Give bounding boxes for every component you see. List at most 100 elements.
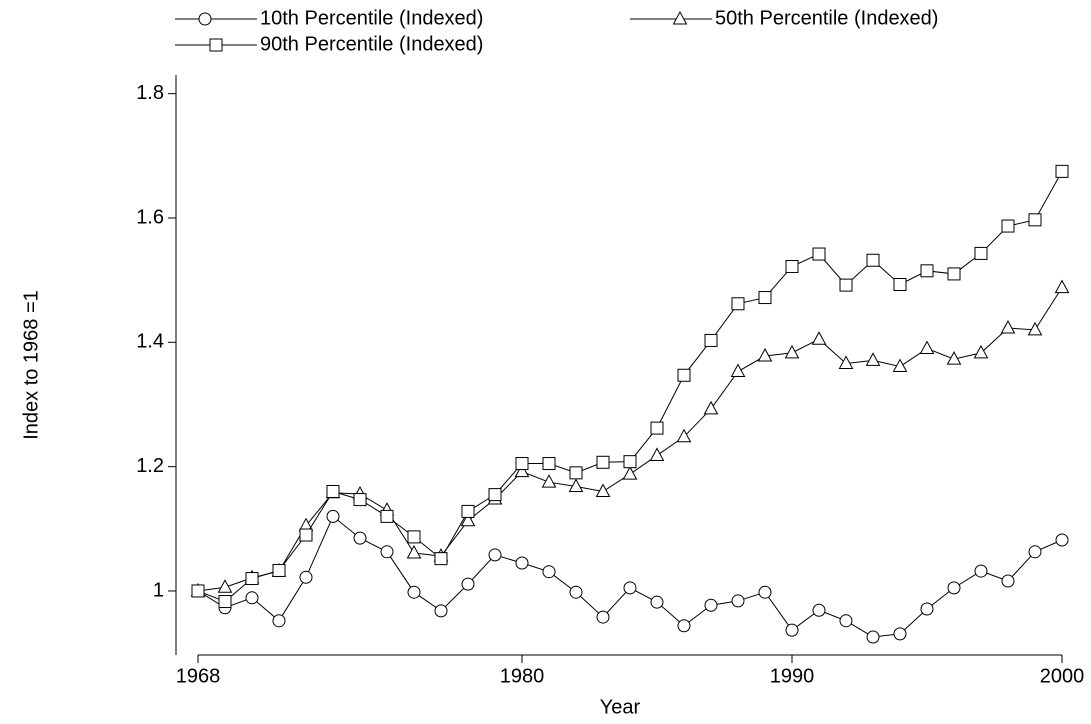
data-point	[245, 572, 259, 586]
data-point	[973, 344, 989, 359]
data-point	[649, 447, 665, 461]
data-point	[784, 344, 800, 359]
data-point	[569, 466, 583, 480]
data-point	[380, 545, 394, 559]
data-point	[326, 509, 340, 523]
data-point	[1001, 574, 1015, 588]
data-point	[866, 253, 880, 267]
data-point	[677, 619, 691, 633]
data-point	[758, 291, 772, 305]
data-point	[919, 340, 935, 355]
data-point	[623, 581, 637, 595]
data-point	[380, 509, 394, 523]
data-point	[757, 347, 773, 362]
data-point	[731, 297, 745, 311]
y-tick-label: 1.2	[136, 455, 164, 477]
data-point	[407, 585, 421, 599]
data-point	[326, 485, 340, 499]
data-point	[893, 277, 907, 291]
data-point	[947, 581, 961, 595]
data-point	[920, 602, 934, 616]
data-point	[623, 455, 637, 469]
data-point	[272, 563, 286, 577]
data-point	[1028, 213, 1042, 227]
data-point	[974, 564, 988, 578]
legend-label: 90th Percentile (Indexed)	[260, 33, 483, 55]
data-point	[461, 504, 475, 518]
data-point	[596, 610, 610, 624]
data-point	[488, 488, 502, 502]
x-tick-label: 2000	[1040, 665, 1085, 687]
x-tick-label: 1968	[176, 665, 221, 687]
data-point	[434, 604, 448, 618]
data-point	[946, 351, 962, 365]
data-point	[434, 552, 448, 566]
data-point	[758, 585, 772, 599]
data-point	[622, 466, 638, 480]
series-line	[197, 515, 1063, 638]
data-point	[703, 400, 719, 415]
y-tick-label: 1.4	[136, 331, 164, 353]
series-line	[197, 287, 1063, 592]
data-point	[731, 594, 745, 608]
data-point	[568, 478, 584, 493]
data-point	[272, 614, 286, 628]
data-point	[1028, 545, 1042, 559]
series-line	[197, 171, 1063, 603]
data-point	[704, 598, 718, 612]
data-point	[785, 623, 799, 637]
y-axis-title: Index to 1968 =1	[20, 290, 42, 440]
data-point	[569, 585, 583, 599]
data-point	[811, 331, 827, 345]
data-point	[893, 627, 907, 641]
data-point	[299, 528, 313, 542]
y-tick-label: 1.6	[136, 206, 164, 228]
data-point	[353, 531, 367, 545]
data-point	[542, 565, 556, 579]
y-tick-label: 1.8	[136, 82, 164, 104]
data-point	[839, 614, 853, 628]
x-tick-label: 1980	[500, 665, 545, 687]
data-point	[1000, 319, 1016, 334]
data-point	[730, 363, 746, 378]
x-axis-title: Year	[600, 696, 641, 718]
data-point	[514, 463, 530, 478]
data-point	[217, 579, 233, 593]
data-point	[704, 333, 718, 347]
data-point	[892, 358, 908, 373]
data-point	[1055, 533, 1069, 547]
data-point	[838, 355, 854, 369]
data-point	[676, 428, 692, 443]
data-point	[596, 455, 610, 469]
legend-marker	[209, 38, 223, 52]
data-point	[812, 247, 826, 261]
data-point	[515, 556, 529, 570]
legend-label: 10th Percentile (Indexed)	[260, 7, 483, 29]
data-point	[406, 544, 422, 559]
data-point	[785, 259, 799, 273]
data-point	[1054, 279, 1070, 294]
data-point	[542, 457, 556, 471]
data-point	[650, 421, 664, 435]
data-point	[1027, 321, 1043, 336]
data-point	[515, 457, 529, 471]
data-point	[1055, 164, 1069, 178]
data-point	[218, 595, 232, 609]
data-point	[191, 584, 205, 598]
data-point	[541, 474, 557, 488]
data-point	[812, 603, 826, 617]
data-point	[595, 483, 611, 498]
data-point	[650, 595, 664, 609]
data-point	[299, 570, 313, 584]
data-point	[839, 278, 853, 292]
legend-marker	[198, 12, 212, 26]
data-point	[407, 530, 421, 544]
x-tick-label: 1990	[770, 665, 815, 687]
data-point	[865, 352, 881, 366]
data-point	[1001, 219, 1015, 233]
data-point	[920, 264, 934, 278]
data-point	[947, 267, 961, 281]
data-point	[677, 368, 691, 382]
data-point	[866, 630, 880, 644]
